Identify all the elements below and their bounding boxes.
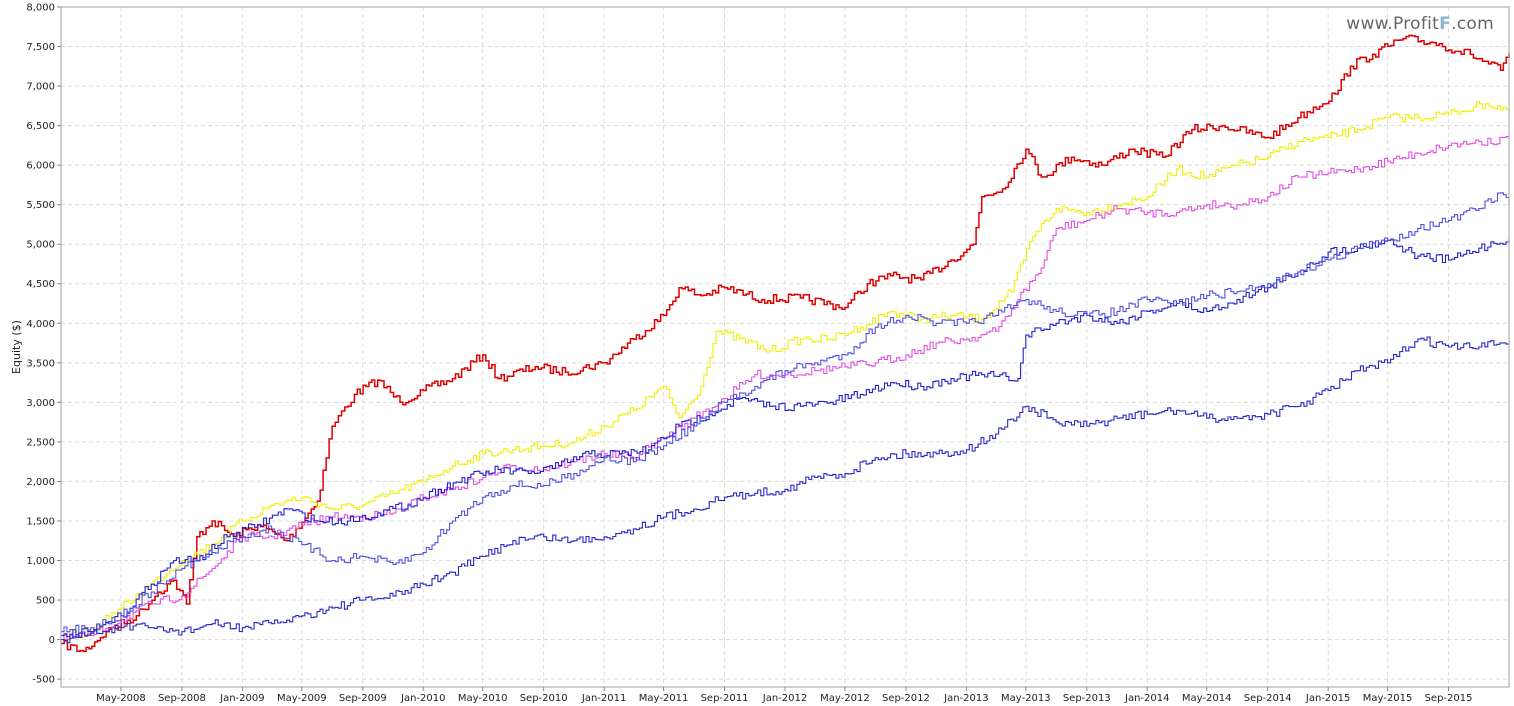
x-tick-label: Sep-2013 (1063, 693, 1111, 704)
y-tick-label: 6,500 (26, 121, 55, 132)
y-tick-label: -500 (32, 675, 55, 686)
equity-series-line (61, 136, 1510, 641)
x-tick-label: Sep-2010 (520, 693, 568, 704)
y-tick-label: 7,500 (26, 42, 55, 53)
x-tick-label: Jan-2010 (400, 693, 445, 704)
x-tick-label: Sep-2008 (158, 693, 206, 704)
y-tick-label: 6,000 (26, 161, 55, 172)
x-axis-tick-labels: May-2008 Sep-2008 Jan-2009 May-2009 Sep-2009… (96, 687, 1472, 704)
x-tick-label: Jan-2012 (762, 693, 807, 704)
x-tick-label: Jan-2015 (1305, 693, 1350, 704)
x-tick-label: Sep-2009 (339, 693, 387, 704)
y-tick-label: 5,500 (26, 200, 55, 211)
x-tick-label: May-2011 (639, 693, 689, 704)
x-tick-label: May-2013 (1001, 693, 1051, 704)
equity-series-line (61, 192, 1510, 634)
y-tick-label: 8,000 (26, 3, 55, 14)
x-tick-label: Jan-2013 (943, 693, 988, 704)
vertical-gridlines (120, 7, 1450, 687)
y-tick-label: 7,000 (26, 82, 55, 93)
y-tick-label: 3,000 (26, 398, 55, 409)
x-tick-label: May-2012 (820, 693, 870, 704)
x-tick-label: May-2008 (96, 693, 146, 704)
y-tick-label: 5,000 (26, 240, 55, 251)
watermark-suffix: .com (1451, 14, 1494, 34)
y-tick-label: 2,500 (26, 437, 55, 448)
x-tick-label: Jan-2014 (1124, 693, 1169, 704)
y-tick-label: 1,500 (26, 516, 55, 527)
watermark: www.ProfitF.com (1346, 14, 1494, 34)
x-tick-label: Sep-2014 (1244, 693, 1292, 704)
equity-series-line (61, 101, 1510, 641)
watermark-prefix: www.Profit (1346, 14, 1440, 34)
y-tick-label: 4,000 (26, 319, 55, 330)
y-tick-label: 3,500 (26, 358, 55, 369)
equity-series-line (61, 237, 1510, 639)
x-tick-label: Jan-2009 (219, 693, 264, 704)
watermark-accent: F (1439, 14, 1452, 34)
y-axis-tick-labels: -500 0 500 1,000 1,500 2,000 2,500 3,000 3,500 4,… (26, 3, 61, 686)
equity-series-line (61, 336, 1510, 644)
y-tick-label: 500 (36, 596, 55, 607)
x-tick-label: Sep-2011 (701, 693, 749, 704)
series-lines (61, 34, 1510, 653)
y-axis-title: Equity ($) (10, 320, 23, 374)
y-tick-label: 4,500 (26, 279, 55, 290)
x-tick-label: Sep-2015 (1425, 693, 1473, 704)
x-tick-label: May-2010 (458, 693, 508, 704)
y-tick-label: 2,000 (26, 477, 55, 488)
x-tick-label: Sep-2012 (882, 693, 930, 704)
x-tick-label: May-2009 (277, 693, 327, 704)
x-tick-label: May-2014 (1182, 693, 1232, 704)
y-tick-label: 1,000 (26, 556, 55, 567)
equity-series-line (61, 34, 1510, 653)
x-tick-label: May-2015 (1363, 693, 1413, 704)
x-tick-label: Jan-2011 (581, 693, 626, 704)
y-tick-label: 0 (49, 635, 55, 646)
